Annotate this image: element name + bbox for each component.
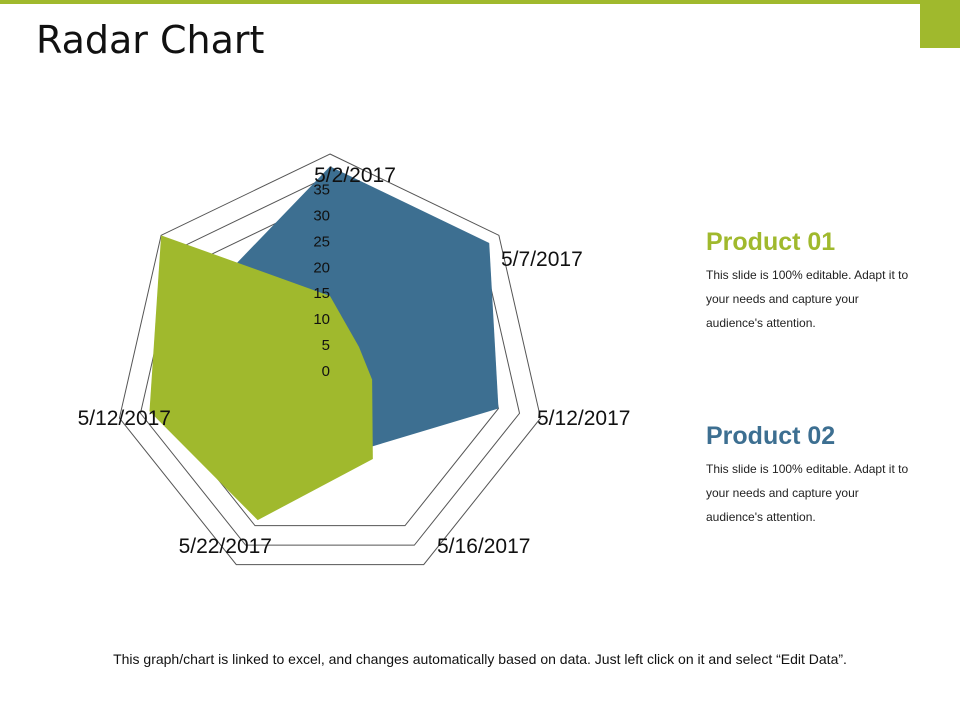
category-label-1: 5/2/2017 <box>314 164 396 187</box>
corner-accent-block <box>920 0 960 48</box>
legend-product-02: Product 02 This slide is 100% editable. … <box>706 422 926 529</box>
category-label-3: 5/12/2017 <box>537 407 630 430</box>
axis-tick-label-30: 30 <box>313 207 330 224</box>
legend-description-product-02: This slide is 100% editable. Adapt it to… <box>706 462 909 524</box>
category-label-4: 5/16/2017 <box>437 535 530 558</box>
axis-tick-label-25: 25 <box>313 233 330 250</box>
legend-description-product-01: This slide is 100% editable. Adapt it to… <box>706 268 909 330</box>
legend-title-product-02: Product 02 <box>706 422 836 450</box>
axis-tick-label-5: 5 <box>322 337 330 354</box>
category-label-2: 5/7/2017 <box>501 248 583 271</box>
axis-tick-label-10: 10 <box>313 311 330 328</box>
top-accent-bar <box>0 0 920 4</box>
axis-tick-label-15: 15 <box>313 285 330 302</box>
axis-tick-label-0: 0 <box>322 363 330 380</box>
axis-tick-label-35: 35 <box>313 182 330 199</box>
radar-chart: 0 5 10 15 20 25 30 355/2/2017 5/7/2017 5/12/2017 5… <box>78 153 630 566</box>
series-area-product-01 <box>149 235 373 521</box>
page-title: Radar Chart <box>36 18 265 62</box>
legend-product-01: Product 01 This slide is 100% editable. … <box>706 228 926 335</box>
grid-ring-1 <box>118 153 542 566</box>
footer-note: This graph/chart is linked to excel, and… <box>113 651 847 667</box>
category-label-6: 5/12/2017 <box>78 407 171 430</box>
legend-title-product-01: Product 01 <box>706 228 836 256</box>
category-label-5: 5/22/2017 <box>179 535 272 558</box>
axis-tick-label-20: 20 <box>313 259 330 276</box>
